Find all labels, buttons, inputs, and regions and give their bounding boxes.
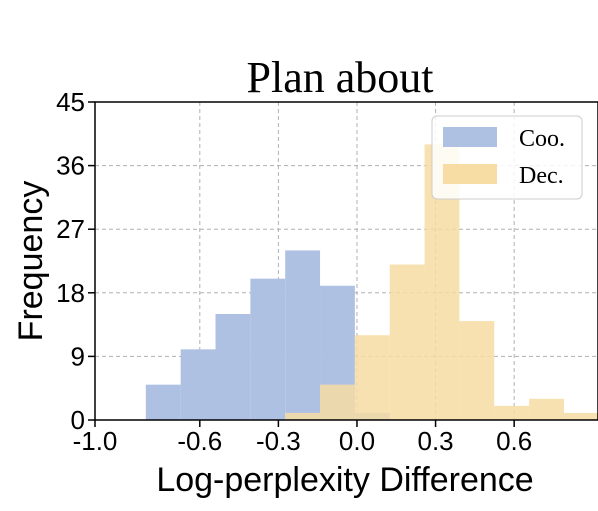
axis-ticks: -1.0 -0.6 -0.3 0.0 0.3 0.6 0 9 18 27 36 45 xyxy=(56,87,532,456)
bar-dec xyxy=(389,264,425,420)
bar-dec xyxy=(459,321,495,420)
bar-coo xyxy=(145,384,181,420)
bar-dec xyxy=(529,398,564,420)
y-axis-label: Frequency xyxy=(12,181,50,342)
x-tick-label: 0.0 xyxy=(339,426,375,456)
bar-coo xyxy=(215,314,251,420)
plot-area-frame xyxy=(94,101,598,421)
y-tick-label: 27 xyxy=(56,214,85,244)
y-tick-label: 36 xyxy=(56,151,85,181)
x-tick-label: -0.3 xyxy=(256,426,301,456)
bar-dec xyxy=(320,384,355,420)
x-axis-label: Log-perplexity Difference xyxy=(156,461,533,499)
legend-swatch-coo xyxy=(443,127,497,147)
y-tick-label: 9 xyxy=(71,341,85,371)
bar-dec xyxy=(285,412,321,420)
x-tick-label: -1.0 xyxy=(73,426,118,456)
legend: Coo. Dec. xyxy=(431,115,583,200)
bar-dec xyxy=(354,335,390,420)
bar-coo xyxy=(180,349,216,420)
legend-label-coo: Coo. xyxy=(519,126,565,152)
y-tick-label: 45 xyxy=(56,87,85,117)
legend-label-dec: Dec. xyxy=(519,163,564,189)
x-tick-label: 0.6 xyxy=(496,426,532,456)
x-tick-label: 0.3 xyxy=(417,426,453,456)
y-tick-label: 18 xyxy=(56,278,85,308)
bar-coo xyxy=(250,278,286,420)
y-tick-label: 0 xyxy=(71,405,85,435)
bar-dec xyxy=(563,412,598,420)
x-tick-label: -0.6 xyxy=(177,426,222,456)
bar-coo xyxy=(285,250,321,420)
chart-title: Plan about xyxy=(247,53,434,102)
legend-swatch-dec xyxy=(443,164,497,184)
bar-dec xyxy=(494,405,530,420)
